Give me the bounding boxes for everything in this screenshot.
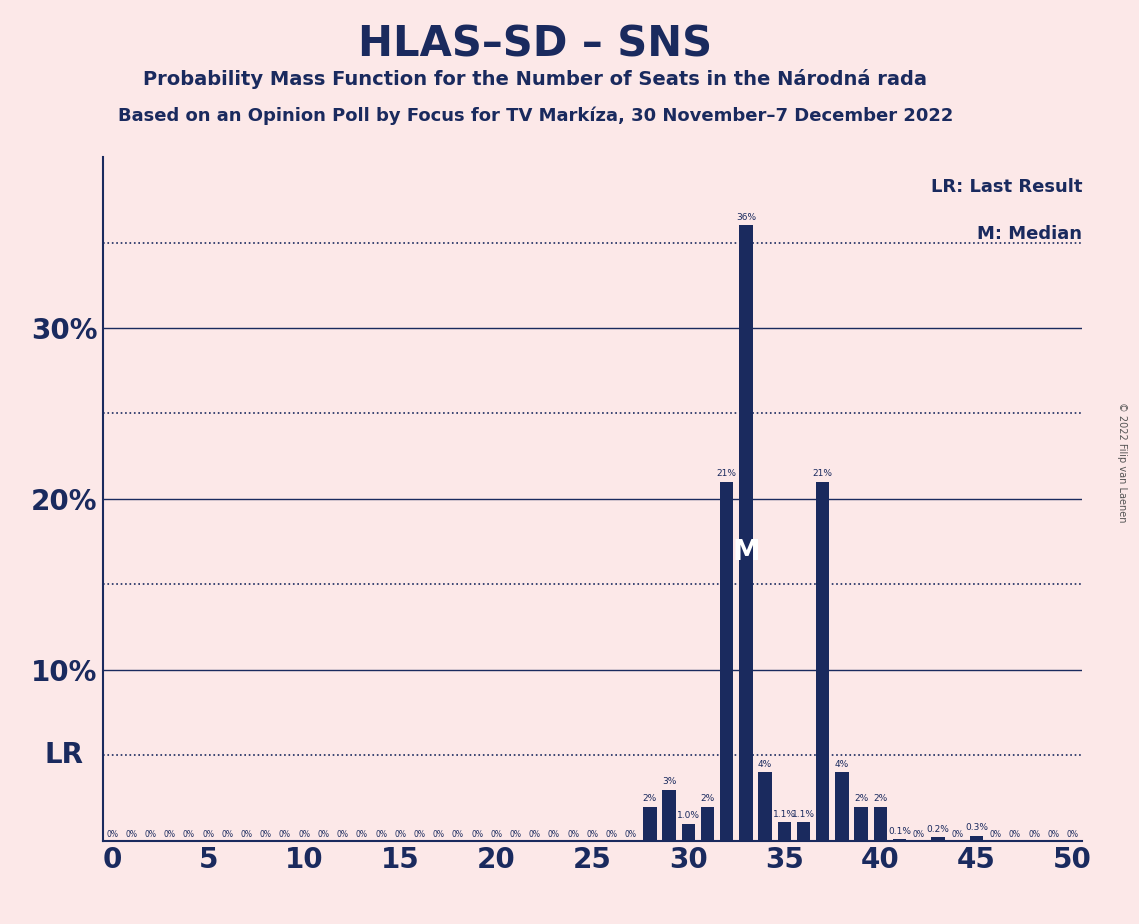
Text: 0%: 0%: [951, 830, 964, 839]
Text: 0%: 0%: [106, 830, 118, 839]
Text: 0%: 0%: [990, 830, 1001, 839]
Text: 0%: 0%: [318, 830, 329, 839]
Text: 0.1%: 0.1%: [888, 827, 911, 835]
Text: M: Median: M: Median: [977, 225, 1082, 243]
Bar: [854, 807, 868, 841]
Text: 0%: 0%: [164, 830, 175, 839]
Text: Probability Mass Function for the Number of Seats in the Národná rada: Probability Mass Function for the Number…: [144, 69, 927, 90]
Bar: [797, 822, 810, 841]
Text: 36%: 36%: [736, 213, 756, 222]
Text: 0%: 0%: [298, 830, 310, 839]
Text: 0%: 0%: [1009, 830, 1021, 839]
Text: 0%: 0%: [490, 830, 502, 839]
Text: 0%: 0%: [606, 830, 617, 839]
Text: 0%: 0%: [183, 830, 195, 839]
Bar: [644, 807, 656, 841]
Text: 21%: 21%: [716, 469, 737, 479]
Text: HLAS–SD – SNS: HLAS–SD – SNS: [359, 23, 712, 65]
Text: 4%: 4%: [759, 760, 772, 769]
Text: 1.1%: 1.1%: [773, 809, 796, 819]
Text: LR: Last Result: LR: Last Result: [931, 177, 1082, 196]
Text: 0%: 0%: [548, 830, 560, 839]
Text: 0%: 0%: [624, 830, 637, 839]
Text: 0%: 0%: [202, 830, 214, 839]
Text: 0%: 0%: [375, 830, 387, 839]
Text: 2%: 2%: [642, 795, 657, 803]
Text: 0%: 0%: [240, 830, 253, 839]
Text: 0%: 0%: [145, 830, 156, 839]
Text: 0%: 0%: [260, 830, 272, 839]
Text: 0.2%: 0.2%: [926, 825, 950, 834]
Text: 0%: 0%: [394, 830, 407, 839]
Bar: [663, 789, 675, 841]
Text: 0%: 0%: [433, 830, 444, 839]
Bar: [874, 807, 887, 841]
Text: 4%: 4%: [835, 760, 849, 769]
Text: 0%: 0%: [587, 830, 598, 839]
Text: 0%: 0%: [1066, 830, 1079, 839]
Bar: [681, 824, 695, 841]
Text: 0%: 0%: [912, 830, 925, 839]
Text: 0%: 0%: [125, 830, 138, 839]
Text: 0%: 0%: [337, 830, 349, 839]
Text: 0%: 0%: [355, 830, 368, 839]
Bar: [969, 835, 983, 841]
Text: 1.1%: 1.1%: [792, 809, 816, 819]
Bar: [700, 807, 714, 841]
Text: 2%: 2%: [854, 795, 868, 803]
Text: 3%: 3%: [662, 777, 677, 786]
Bar: [835, 772, 849, 841]
Text: 0%: 0%: [1029, 830, 1040, 839]
Text: 0%: 0%: [452, 830, 464, 839]
Bar: [932, 837, 944, 841]
Text: 0%: 0%: [509, 830, 522, 839]
Text: 0%: 0%: [413, 830, 426, 839]
Text: Based on an Opinion Poll by Focus for TV Markíza, 30 November–7 December 2022: Based on an Opinion Poll by Focus for TV…: [117, 106, 953, 125]
Text: M: M: [732, 538, 760, 565]
Text: 0%: 0%: [221, 830, 233, 839]
Text: LR: LR: [44, 741, 83, 770]
Bar: [816, 482, 829, 841]
Text: 0%: 0%: [567, 830, 579, 839]
Text: 0%: 0%: [279, 830, 290, 839]
Text: 2%: 2%: [700, 795, 714, 803]
Text: 21%: 21%: [813, 469, 833, 479]
Text: 0%: 0%: [528, 830, 541, 839]
Text: © 2022 Filip van Laenen: © 2022 Filip van Laenen: [1117, 402, 1126, 522]
Bar: [739, 225, 753, 841]
Text: 1.0%: 1.0%: [677, 811, 699, 821]
Text: 0.3%: 0.3%: [965, 823, 988, 833]
Bar: [759, 772, 772, 841]
Bar: [720, 482, 734, 841]
Text: 2%: 2%: [874, 795, 887, 803]
Text: 0%: 0%: [1047, 830, 1059, 839]
Bar: [778, 822, 792, 841]
Text: 0%: 0%: [472, 830, 483, 839]
Bar: [893, 839, 907, 841]
